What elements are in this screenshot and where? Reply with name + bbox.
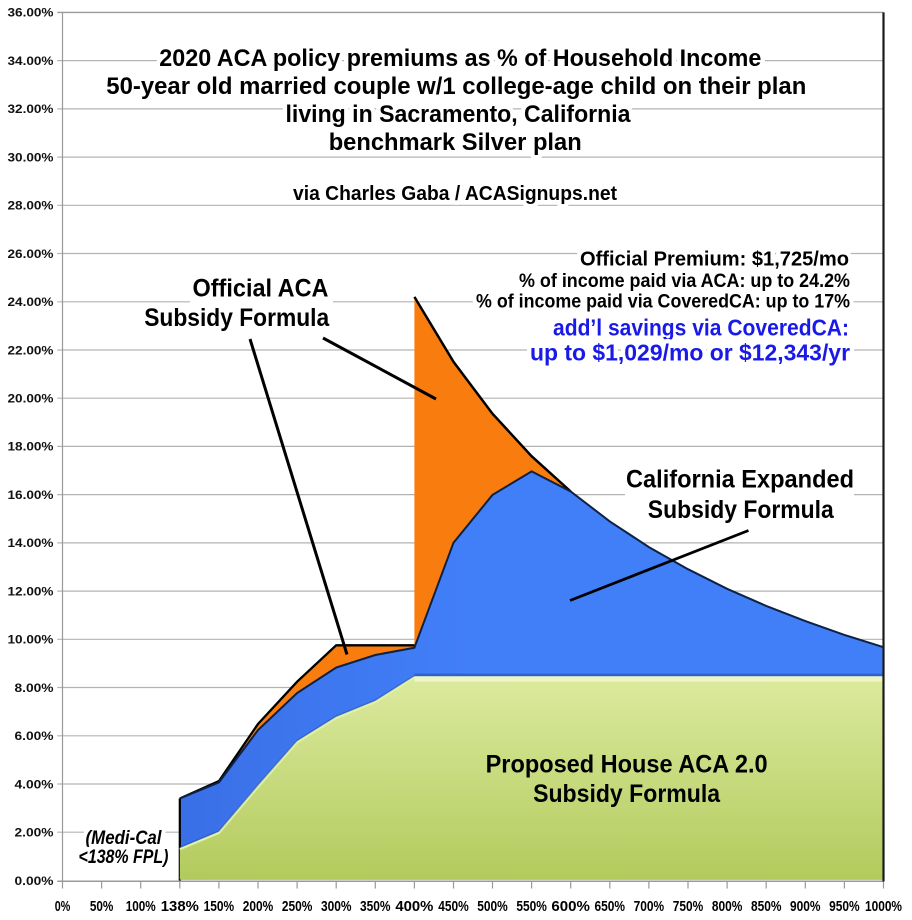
svg-text:34.00%: 34.00% <box>8 54 54 68</box>
svg-text:Subsidy Formula: Subsidy Formula <box>648 496 835 524</box>
svg-text:100%: 100% <box>126 899 156 915</box>
svg-text:10.00%: 10.00% <box>8 633 54 647</box>
svg-text:2020 ACA policy premiums as %: 2020 ACA policy premiums as % of Househo… <box>159 45 761 72</box>
svg-text:Subsidy Formula: Subsidy Formula <box>533 780 721 808</box>
svg-text:150%: 150% <box>204 899 235 915</box>
svg-text:Subsidy Formula: Subsidy Formula <box>144 304 330 332</box>
svg-text:up to $1,029/mo or $12,343/yr: up to $1,029/mo or $12,343/yr <box>530 340 850 366</box>
svg-text:1000%: 1000% <box>865 899 902 915</box>
svg-text:28.00%: 28.00% <box>8 199 54 213</box>
svg-text:138%: 138% <box>161 899 199 915</box>
svg-text:20.00%: 20.00% <box>8 392 54 406</box>
svg-text:Official Premium: $1,725/mo: Official Premium: $1,725/mo <box>580 248 849 270</box>
svg-text:200%: 200% <box>243 899 274 915</box>
svg-text:650%: 650% <box>595 899 626 915</box>
svg-text:benchmark Silver plan: benchmark Silver plan <box>329 129 582 156</box>
svg-text:Official ACA: Official ACA <box>193 275 329 303</box>
svg-text:16.00%: 16.00% <box>8 488 54 502</box>
svg-text:2.00%: 2.00% <box>15 826 54 840</box>
svg-text:900%: 900% <box>790 899 821 915</box>
svg-text:California Expanded: California Expanded <box>626 466 854 494</box>
svg-text:18.00%: 18.00% <box>8 440 54 454</box>
svg-text:14.00%: 14.00% <box>8 536 54 550</box>
svg-text:750%: 750% <box>673 899 704 915</box>
svg-text:50-year old married couple w/1: 50-year old married couple w/1 college-a… <box>106 73 806 100</box>
svg-text:500%: 500% <box>477 899 508 915</box>
svg-text:800%: 800% <box>712 899 743 915</box>
svg-text:300%: 300% <box>321 899 352 915</box>
svg-text:350%: 350% <box>360 899 391 915</box>
svg-text:% of income paid via CoveredCA: % of income paid via CoveredCA: up to 17… <box>476 291 850 313</box>
svg-text:% of income paid via ACA: up t: % of income paid via ACA: up to 24.2% <box>519 270 850 292</box>
svg-text:0.00%: 0.00% <box>15 874 54 888</box>
svg-text:950%: 950% <box>829 899 860 915</box>
svg-text:700%: 700% <box>634 899 665 915</box>
svg-text:4.00%: 4.00% <box>15 777 54 791</box>
svg-text:12.00%: 12.00% <box>8 584 54 598</box>
svg-text:0%: 0% <box>55 899 71 915</box>
svg-text:26.00%: 26.00% <box>8 247 54 261</box>
svg-text:add’l savings via CoveredCA:: add’l savings via CoveredCA: <box>553 315 849 341</box>
svg-text:600%: 600% <box>551 899 590 915</box>
svg-text:via Charles Gaba / ACASignups.: via Charles Gaba / ACASignups.net <box>293 183 617 205</box>
svg-text:30.00%: 30.00% <box>8 150 54 164</box>
svg-text:24.00%: 24.00% <box>8 295 54 309</box>
svg-text:22.00%: 22.00% <box>8 343 54 357</box>
svg-text:450%: 450% <box>438 899 469 915</box>
svg-text:living in Sacramento, Californ: living in Sacramento, California <box>286 101 632 128</box>
svg-text:550%: 550% <box>516 899 547 915</box>
svg-text:8.00%: 8.00% <box>15 681 54 695</box>
svg-text:400%: 400% <box>395 899 433 915</box>
svg-text:250%: 250% <box>282 899 313 915</box>
svg-text:(Medi-Cal: (Medi-Cal <box>86 828 163 849</box>
svg-text:<138% FPL): <138% FPL) <box>79 847 169 868</box>
svg-text:6.00%: 6.00% <box>15 729 54 743</box>
svg-text:36.00%: 36.00% <box>8 6 54 20</box>
svg-text:Proposed House ACA 2.0: Proposed House ACA 2.0 <box>486 751 768 779</box>
svg-text:50%: 50% <box>90 899 114 915</box>
svg-text:32.00%: 32.00% <box>8 102 54 116</box>
svg-text:850%: 850% <box>751 899 782 915</box>
